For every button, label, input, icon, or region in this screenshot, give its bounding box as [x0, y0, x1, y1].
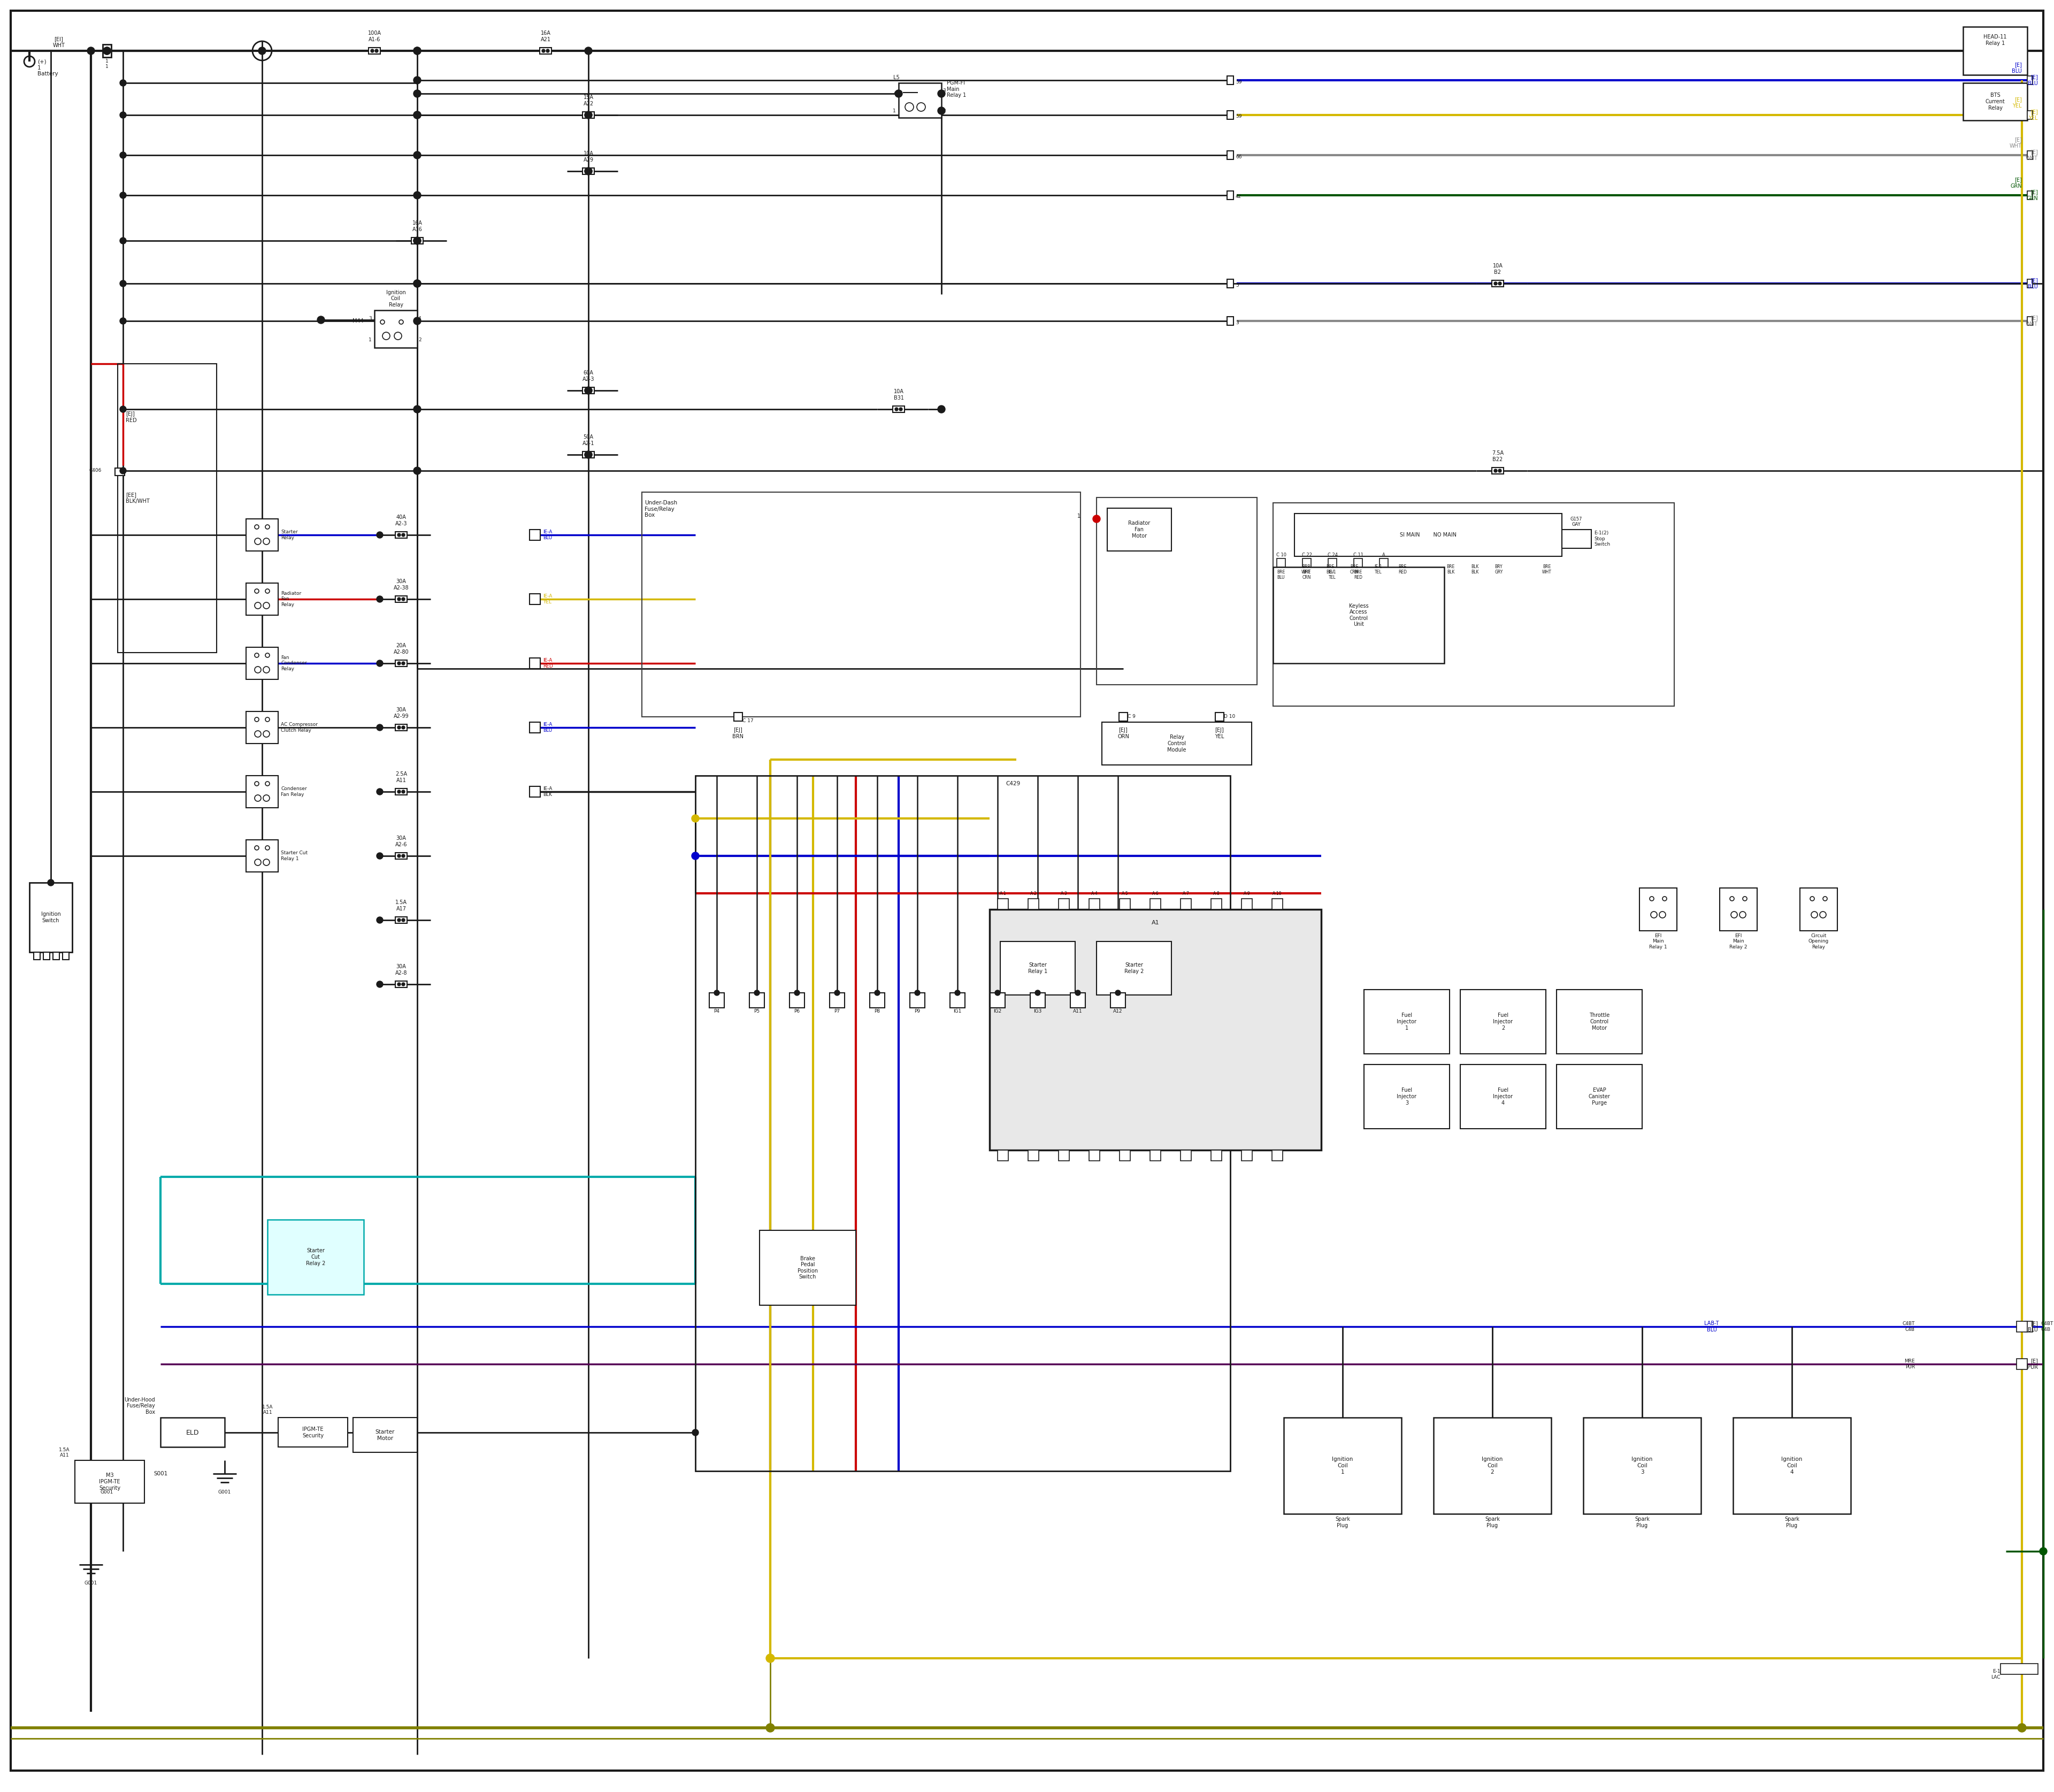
Text: IE-1
TEL: IE-1 TEL: [1329, 570, 1337, 581]
Text: PGM-FI
Main
Relay 1: PGM-FI Main Relay 1: [947, 81, 965, 99]
Bar: [1070, 993, 1085, 1007]
Text: Starter
Motor: Starter Motor: [376, 1430, 394, 1441]
Bar: [394, 918, 407, 923]
Circle shape: [403, 661, 405, 665]
Circle shape: [396, 534, 401, 536]
Text: 4: 4: [419, 315, 421, 321]
Bar: [900, 82, 941, 118]
Text: AC Compressor
Clutch Relay: AC Compressor Clutch Relay: [281, 722, 318, 733]
Bar: [1226, 151, 1234, 159]
Circle shape: [396, 982, 401, 986]
Circle shape: [119, 111, 125, 118]
Bar: [103, 45, 111, 57]
Text: [E]
GRN: [E] GRN: [2027, 190, 2038, 201]
Bar: [1294, 514, 1561, 556]
Circle shape: [546, 48, 548, 52]
Text: 59: 59: [1237, 115, 1243, 118]
Circle shape: [396, 597, 401, 600]
Bar: [641, 493, 1080, 717]
Bar: [1284, 1417, 1401, 1514]
Bar: [1639, 889, 1676, 930]
Text: 1: 1: [368, 337, 372, 342]
Bar: [1226, 280, 1234, 289]
Bar: [1029, 898, 1039, 909]
Text: L5: L5: [893, 75, 900, 81]
Bar: [246, 647, 277, 679]
Circle shape: [376, 788, 382, 796]
Text: Starter
Relay: Starter Relay: [281, 530, 298, 539]
Bar: [1491, 468, 1504, 473]
Text: G001: G001: [218, 1489, 232, 1495]
Text: C4BT
C4B: C4BT C4B: [1902, 1321, 1914, 1331]
Text: 50A
A2-1: 50A A2-1: [583, 435, 594, 446]
Text: D 10: D 10: [1224, 715, 1234, 719]
Text: IG3: IG3: [1033, 1009, 1041, 1014]
Bar: [540, 48, 550, 54]
Text: BRE
RED: BRE RED: [1354, 570, 1362, 581]
Circle shape: [1093, 514, 1101, 523]
Circle shape: [585, 387, 592, 394]
Text: A-5: A-5: [1121, 891, 1128, 896]
Circle shape: [413, 90, 421, 97]
Bar: [998, 898, 1009, 909]
Circle shape: [376, 853, 382, 858]
Bar: [1273, 566, 1444, 663]
Circle shape: [589, 453, 592, 457]
Bar: [1058, 1150, 1070, 1161]
Text: 5: 5: [1237, 283, 1239, 287]
Text: A-1: A-1: [1000, 891, 1006, 896]
Bar: [62, 952, 70, 961]
Circle shape: [2040, 1548, 2048, 1555]
Text: Ignition
Coil
2: Ignition Coil 2: [1481, 1457, 1504, 1475]
Bar: [1089, 898, 1099, 909]
Circle shape: [896, 90, 902, 97]
Circle shape: [1497, 281, 1501, 285]
Text: E-1(2)
Stop
Switch: E-1(2) Stop Switch: [1594, 530, 1610, 547]
Circle shape: [585, 170, 587, 172]
Text: 42: 42: [1237, 195, 1241, 199]
Text: 66: 66: [1237, 154, 1243, 159]
Circle shape: [403, 982, 405, 986]
Bar: [998, 1150, 1009, 1161]
Circle shape: [939, 108, 945, 115]
Circle shape: [413, 317, 421, 324]
Circle shape: [692, 853, 698, 860]
Text: Spark
Plug: Spark Plug: [1635, 1516, 1649, 1529]
Bar: [750, 993, 764, 1007]
Bar: [1031, 993, 1045, 1007]
Text: Spark
Plug: Spark Plug: [1485, 1516, 1499, 1529]
Bar: [368, 48, 380, 54]
Circle shape: [119, 152, 125, 158]
Bar: [1216, 713, 1224, 720]
Text: 1: 1: [893, 108, 896, 113]
Text: Fuel
Injector
3: Fuel Injector 3: [1397, 1088, 1417, 1106]
Text: C 24: C 24: [1327, 552, 1337, 557]
Text: BRE
BLU: BRE BLU: [1278, 570, 1286, 581]
Text: SI MAIN        NO MAIN: SI MAIN NO MAIN: [1401, 532, 1456, 538]
Text: Brake
Pedal
Position
Switch: Brake Pedal Position Switch: [797, 1256, 817, 1279]
Text: Ignition
Coil
1: Ignition Coil 1: [1333, 1457, 1354, 1475]
Bar: [29, 883, 72, 952]
Bar: [789, 993, 805, 1007]
Bar: [160, 1417, 224, 1446]
Text: 2: 2: [419, 337, 421, 342]
Circle shape: [403, 855, 405, 858]
Text: C429: C429: [1006, 781, 1021, 787]
Circle shape: [417, 238, 421, 242]
Text: S001: S001: [154, 1471, 168, 1477]
Text: P5: P5: [754, 1009, 760, 1014]
Bar: [246, 582, 277, 615]
Text: Starter
Relay 2: Starter Relay 2: [1124, 962, 1144, 975]
Text: 10A
B31: 10A B31: [893, 389, 904, 401]
Bar: [1460, 989, 1547, 1054]
Bar: [1212, 1150, 1222, 1161]
Text: EVAP
Canister
Purge: EVAP Canister Purge: [1588, 1088, 1610, 1106]
Bar: [33, 952, 41, 961]
Bar: [1278, 559, 1286, 566]
Text: LAB-T
BLU: LAB-T BLU: [1705, 1321, 1719, 1333]
Circle shape: [396, 855, 401, 858]
Text: Spark
Plug: Spark Plug: [1335, 1516, 1349, 1529]
Circle shape: [119, 79, 125, 86]
Text: IPGM-TE
Security: IPGM-TE Security: [302, 1426, 325, 1439]
Text: A-7: A-7: [1183, 891, 1189, 896]
